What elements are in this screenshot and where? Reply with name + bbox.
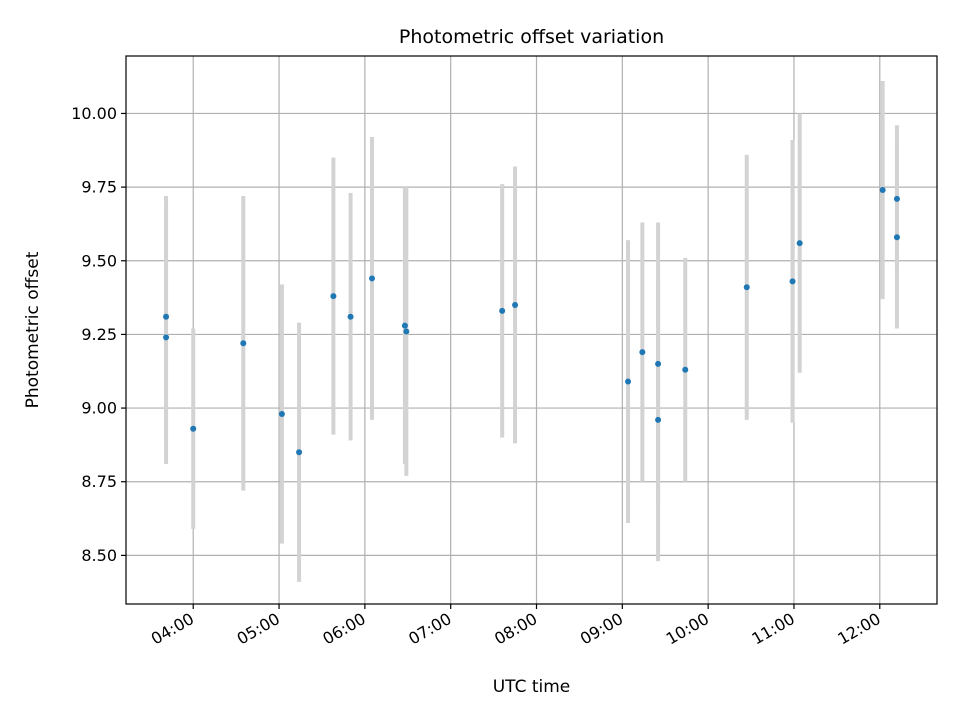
data-point [879,187,886,194]
data-point [743,284,750,291]
y-axis: 8.50 8.75 9.00 9.25 9.50 9.75 10.00 [71,104,126,565]
plot-frame [125,55,938,605]
grid [126,56,937,604]
chart-title: Photometric offset variation [399,26,664,48]
data-point [401,322,408,329]
data-point [512,301,519,308]
data-point [789,278,796,285]
data-point [296,449,303,456]
data-point [655,360,662,367]
y-axis-label: Photometric offset [23,251,43,408]
data-point [240,340,247,347]
y-tick-label: 9.00 [81,399,117,418]
data-point [639,349,646,356]
data-point [347,313,354,320]
data-point [369,275,376,282]
data-point [625,378,632,385]
data-point [682,366,689,373]
data-point [655,416,662,423]
data-point [796,240,803,247]
data-point [893,195,900,202]
y-tick-label: 10.00 [71,104,117,123]
y-tick-label: 9.75 [81,178,117,197]
data-points [163,187,900,456]
x-axis-label: UTC time [493,677,571,697]
data-point [190,425,197,432]
y-tick-label: 9.50 [81,251,117,270]
y-tick-label: 9.25 [81,325,117,344]
y-tick-label: 8.50 [81,546,117,565]
y-tick-label: 8.75 [81,472,117,491]
data-point [163,313,170,320]
data-point [893,234,900,241]
data-point [403,328,410,335]
data-point [278,410,285,417]
data-point [499,307,506,314]
data-point [163,334,170,341]
data-point [330,293,337,300]
